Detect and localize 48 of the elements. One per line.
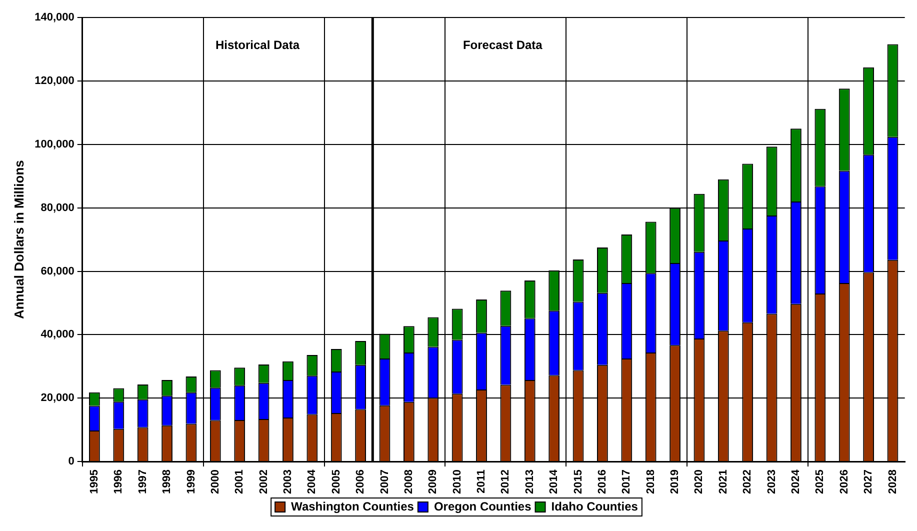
legend-label: Washington Counties [291, 499, 414, 514]
y-tick-label: 40,000 [40, 328, 74, 341]
x-tick-label: 2006 [354, 470, 367, 494]
x-tick-label: 2011 [476, 470, 488, 494]
x-tick-label: 1996 [112, 470, 125, 494]
x-tick-label: 2022 [742, 470, 754, 494]
y-tick-label: 0 [68, 456, 74, 468]
y-tick-label: 20,000 [40, 392, 74, 404]
legend-label: Idaho Counties [551, 499, 638, 514]
x-tick-label: 2005 [330, 470, 342, 494]
y-tick-label: 100,000 [34, 138, 74, 150]
x-tick-label: 2023 [766, 470, 778, 494]
x-tick-label: 1998 [161, 470, 174, 494]
x-tick-label: 1999 [185, 470, 198, 494]
x-tick-label: 2020 [693, 470, 706, 494]
x-tick-label: 1995 [88, 470, 100, 494]
x-tick-label: 2009 [427, 470, 440, 494]
x-tick-label: 2024 [790, 468, 802, 494]
x-tick-label: 2026 [838, 470, 850, 494]
x-tick-label: 2003 [282, 470, 294, 494]
y-tick-label: 60,000 [40, 265, 74, 278]
x-tick-label: 2004 [306, 468, 318, 494]
x-tick-label: 2021 [717, 470, 730, 494]
legend-label: Oregon Counties [434, 499, 532, 514]
x-tick-label: 2002 [258, 470, 270, 494]
x-tick-label: 2015 [572, 470, 584, 494]
x-tick-label: 2027 [862, 470, 875, 494]
x-tick-label: 2014 [548, 468, 560, 494]
x-tick-label: 2016 [596, 470, 608, 494]
x-tick-label: 2001 [234, 470, 246, 494]
x-tick-label: 2000 [209, 470, 222, 494]
x-tick-label: 2013 [524, 470, 536, 494]
x-tick-label: 2007 [378, 470, 391, 494]
x-tick-label: 2028 [886, 470, 899, 494]
y-tick-label: 120,000 [34, 75, 74, 88]
x-tick-label: 2019 [669, 470, 682, 494]
x-tick-label: 2008 [402, 470, 415, 494]
y-tick-label: 80,000 [40, 202, 74, 214]
y-tick-label: 140,000 [34, 12, 74, 24]
annotation: Historical Data [215, 38, 300, 52]
x-tick-label: 2012 [500, 470, 512, 494]
x-tick-label: 2010 [451, 470, 464, 494]
annotation: Forecast Data [462, 38, 543, 52]
x-tick-label: 2025 [814, 470, 826, 494]
y-axis-title: Annual Dollars in Millions [11, 160, 26, 320]
x-tick-label: 2018 [644, 470, 657, 494]
x-tick-label: 1997 [136, 470, 149, 494]
x-tick-label: 2017 [620, 470, 633, 494]
